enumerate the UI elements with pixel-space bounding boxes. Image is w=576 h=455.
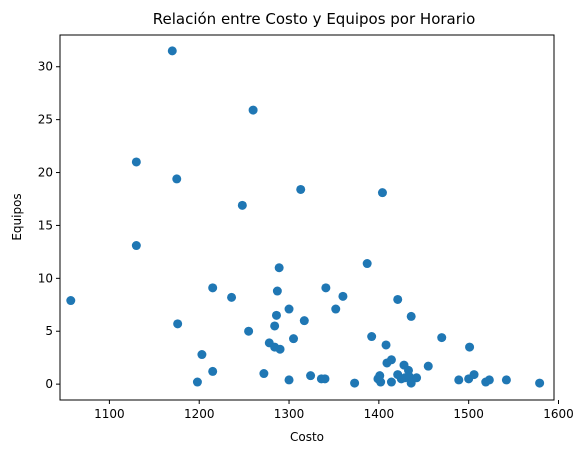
y-tick-label: 5 bbox=[45, 324, 53, 338]
chart-title: Relación entre Costo y Equipos por Horar… bbox=[153, 10, 476, 28]
data-point bbox=[208, 283, 218, 293]
data-point bbox=[192, 377, 202, 387]
data-point bbox=[272, 286, 282, 296]
data-point bbox=[237, 200, 247, 210]
data-point bbox=[306, 371, 316, 381]
data-point bbox=[172, 174, 182, 184]
data-point bbox=[289, 334, 299, 344]
data-point bbox=[484, 375, 494, 385]
data-point bbox=[284, 375, 294, 385]
plot-area bbox=[59, 34, 555, 401]
data-point bbox=[66, 296, 76, 306]
y-tick-label: 0 bbox=[45, 377, 53, 391]
data-point bbox=[406, 311, 416, 321]
data-point bbox=[131, 241, 141, 251]
data-point bbox=[275, 344, 285, 354]
x-tick-label: 1500 bbox=[453, 407, 484, 421]
data-point bbox=[454, 375, 464, 385]
data-point bbox=[167, 46, 177, 56]
data-point bbox=[469, 370, 479, 380]
data-point bbox=[197, 350, 207, 360]
y-tick-label: 20 bbox=[38, 166, 53, 180]
data-point bbox=[271, 310, 281, 320]
data-point bbox=[437, 333, 447, 343]
data-point bbox=[274, 263, 284, 273]
data-point bbox=[465, 342, 475, 352]
x-axis-label: Costo bbox=[290, 430, 324, 444]
data-point bbox=[393, 294, 403, 304]
data-point bbox=[377, 188, 387, 198]
data-point bbox=[412, 373, 422, 383]
data-point bbox=[386, 355, 396, 365]
data-point bbox=[131, 157, 141, 167]
data-point bbox=[270, 321, 280, 331]
data-point bbox=[296, 184, 306, 194]
y-tick-label: 10 bbox=[38, 271, 53, 285]
data-point bbox=[227, 292, 237, 302]
data-point bbox=[338, 291, 348, 301]
data-point bbox=[321, 283, 331, 293]
data-point bbox=[501, 375, 511, 385]
data-point bbox=[244, 326, 254, 336]
y-tick-label: 15 bbox=[38, 218, 53, 232]
data-point bbox=[386, 377, 396, 387]
data-point bbox=[299, 316, 309, 326]
data-point bbox=[535, 378, 545, 388]
data-point bbox=[367, 332, 377, 342]
data-point bbox=[173, 319, 183, 329]
data-point bbox=[350, 378, 360, 388]
data-point bbox=[259, 369, 269, 379]
data-point bbox=[381, 340, 391, 350]
x-tick-label: 1100 bbox=[94, 407, 125, 421]
data-point bbox=[284, 304, 294, 314]
y-axis-label: Equipos bbox=[10, 193, 24, 240]
y-tick-label: 30 bbox=[38, 60, 53, 74]
data-point bbox=[362, 259, 372, 269]
data-point bbox=[248, 105, 258, 115]
data-points bbox=[66, 46, 545, 388]
x-tick-label: 1200 bbox=[184, 407, 215, 421]
data-point bbox=[320, 374, 330, 384]
x-axis: 1100 1200 1300 1400 1500 1600 bbox=[94, 400, 574, 421]
data-point bbox=[423, 361, 433, 371]
x-tick-label: 1300 bbox=[274, 407, 305, 421]
data-point bbox=[376, 377, 386, 387]
data-point bbox=[331, 304, 341, 314]
x-tick-label: 1600 bbox=[543, 407, 574, 421]
data-point bbox=[208, 366, 218, 376]
x-tick-label: 1400 bbox=[364, 407, 395, 421]
y-axis: 0 5 10 15 20 25 30 bbox=[38, 60, 60, 391]
y-tick-label: 25 bbox=[38, 113, 53, 127]
